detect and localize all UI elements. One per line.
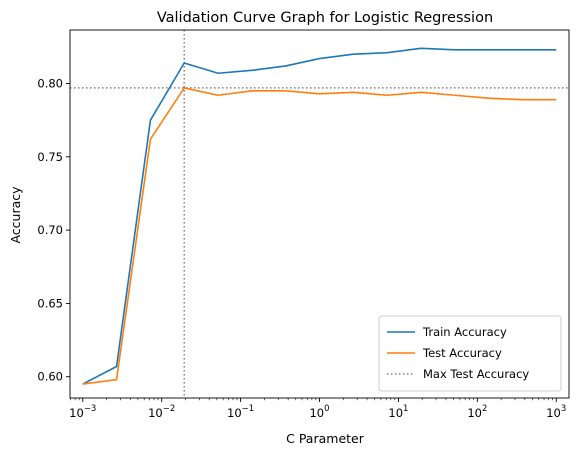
y-tick-label: 0.60 (37, 370, 63, 384)
x-tick-label: 101 (388, 404, 408, 420)
x-tick-label: 103 (546, 404, 566, 420)
legend: Train Accuracy Test Accuracy Max Test Accu… (378, 315, 562, 392)
y-tick-label: 0.70 (37, 223, 63, 237)
x-tick-label: 10−1 (227, 404, 254, 420)
x-tick-label: 100 (309, 404, 329, 420)
x-tick-label: 102 (467, 404, 487, 420)
y-tick-label: 0.80 (37, 77, 63, 91)
legend-label: Test Accuracy (422, 346, 502, 360)
y-axis-label: Accuracy (8, 186, 23, 244)
legend-label: Max Test Accuracy (423, 367, 529, 381)
x-axis: 10−3 10−2 10−1 100 101 102 103 (69, 398, 566, 420)
series-line-train-accuracy (82, 47, 557, 385)
legend-box (378, 315, 562, 392)
x-tick-label: 10−2 (148, 404, 175, 420)
x-axis-label: C Parameter (286, 431, 365, 446)
y-tick-label: 0.65 (37, 296, 63, 310)
x-tick-label: 10−3 (69, 404, 96, 420)
legend-label: Train Accuracy (422, 325, 507, 339)
series-line-test-accuracy (82, 87, 557, 385)
y-axis: 0.60 0.65 0.70 0.75 0.80 (37, 77, 70, 384)
y-tick-label: 0.75 (37, 150, 63, 164)
chart-title: Validation Curve Graph for Logistic Regr… (157, 10, 493, 26)
